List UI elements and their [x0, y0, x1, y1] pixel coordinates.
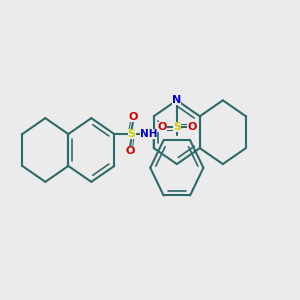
- Text: O: O: [157, 122, 167, 132]
- Text: S: S: [128, 129, 136, 139]
- Text: NH: NH: [140, 129, 158, 139]
- Text: S: S: [173, 122, 181, 132]
- Text: O: O: [125, 146, 135, 156]
- Text: N: N: [172, 95, 182, 105]
- Text: O: O: [128, 112, 138, 122]
- Text: O: O: [187, 122, 196, 132]
